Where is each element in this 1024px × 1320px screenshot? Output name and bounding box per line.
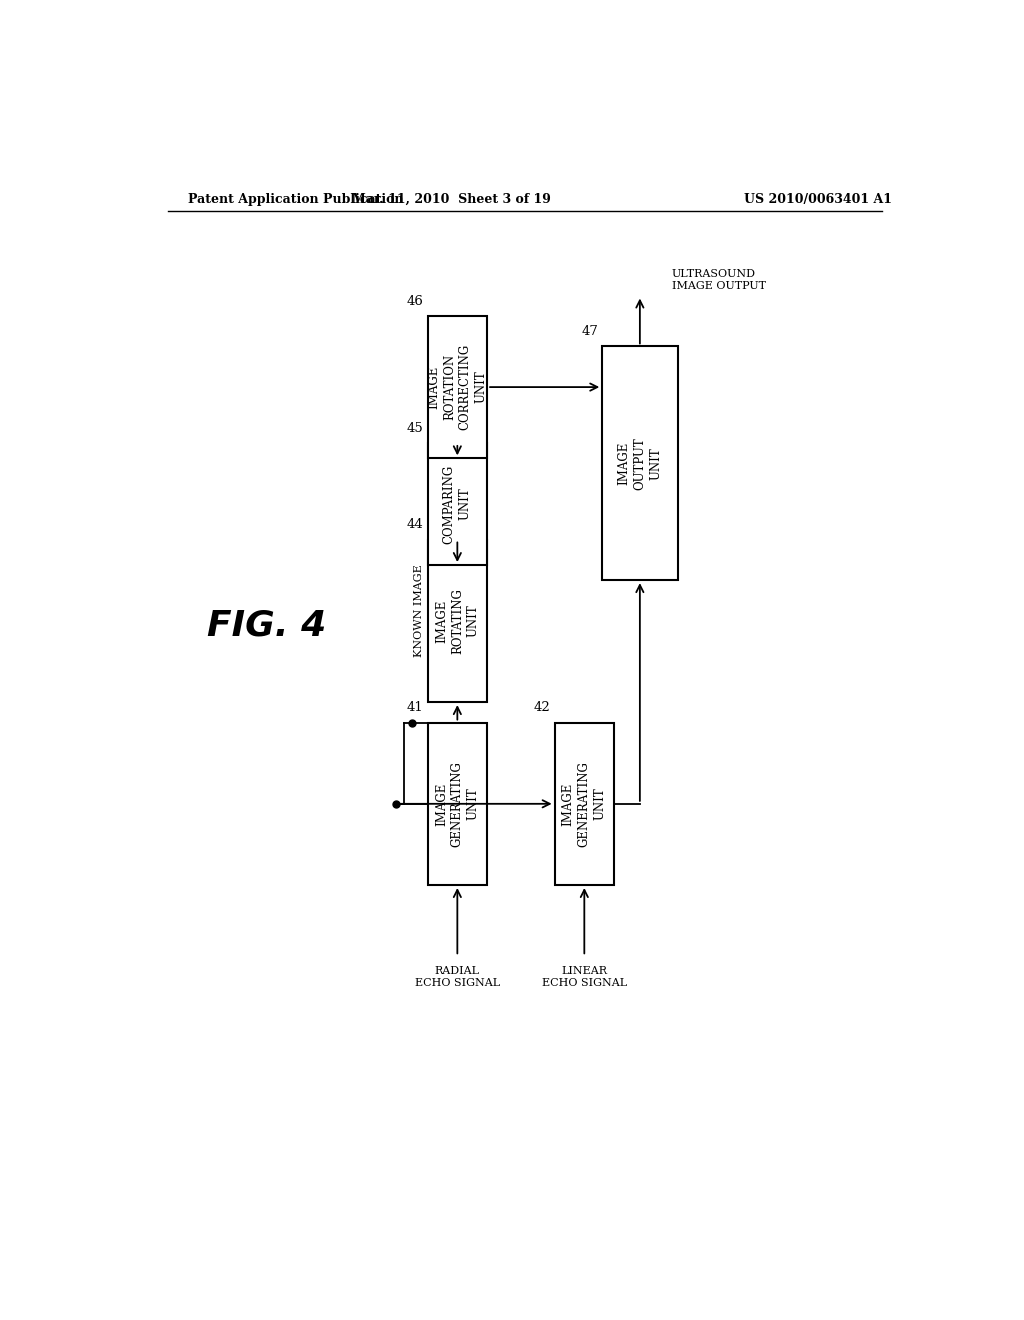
Text: LINEAR
ECHO SIGNAL: LINEAR ECHO SIGNAL (542, 966, 627, 989)
Bar (428, 444, 487, 565)
Bar (428, 315, 487, 458)
Text: RADIAL
ECHO SIGNAL: RADIAL ECHO SIGNAL (415, 966, 500, 989)
Text: 44: 44 (407, 519, 424, 532)
Text: US 2010/0063401 A1: US 2010/0063401 A1 (744, 193, 893, 206)
Text: IMAGE
ROTATING
UNIT: IMAGE ROTATING UNIT (435, 587, 480, 653)
Text: IMAGE
GENERATING
UNIT: IMAGE GENERATING UNIT (435, 760, 480, 846)
Bar (555, 722, 614, 886)
Text: FIG. 4: FIG. 4 (207, 609, 327, 643)
Text: IMAGE
GENERATING
UNIT: IMAGE GENERATING UNIT (562, 760, 607, 846)
Text: COMPARING
UNIT: COMPARING UNIT (442, 465, 472, 544)
Text: IMAGE
ROTATION
CORRECTING
UNIT: IMAGE ROTATION CORRECTING UNIT (427, 345, 487, 430)
Text: Patent Application Publication: Patent Application Publication (187, 193, 403, 206)
Bar (428, 722, 487, 886)
Text: 47: 47 (582, 325, 598, 338)
Text: 45: 45 (407, 422, 424, 434)
Text: KNOWN IMAGE: KNOWN IMAGE (414, 565, 424, 657)
Bar (428, 540, 487, 702)
Text: 42: 42 (534, 701, 551, 714)
Text: IMAGE
OUTPUT
UNIT: IMAGE OUTPUT UNIT (617, 437, 663, 490)
Text: 41: 41 (407, 701, 424, 714)
Text: 46: 46 (407, 294, 424, 308)
Bar (602, 346, 678, 581)
Text: ULTRASOUND
IMAGE OUTPUT: ULTRASOUND IMAGE OUTPUT (672, 269, 766, 290)
Text: Mar. 11, 2010  Sheet 3 of 19: Mar. 11, 2010 Sheet 3 of 19 (352, 193, 551, 206)
